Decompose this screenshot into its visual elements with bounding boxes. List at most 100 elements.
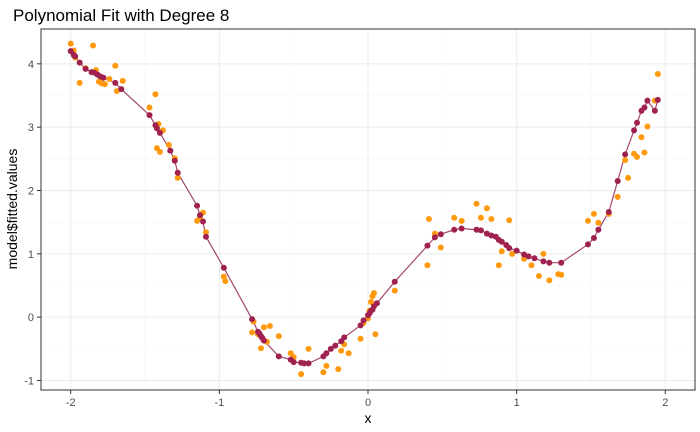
observed-point [424, 262, 431, 269]
fitted-point [112, 79, 119, 86]
fitted-point [360, 317, 367, 324]
fitted-point [631, 127, 638, 134]
fitted-point [473, 226, 480, 233]
fitted-point [451, 226, 458, 233]
observed-point [528, 262, 535, 269]
observed-point [590, 210, 597, 217]
fitted-point [341, 334, 348, 341]
observed-point [451, 214, 458, 221]
observed-point [345, 350, 352, 357]
x-tick-label: -2 [66, 397, 76, 409]
observed-point [437, 244, 444, 251]
fitted-point [513, 247, 520, 254]
observed-point [477, 214, 484, 221]
observed-point [165, 141, 172, 148]
fitted-point [301, 360, 308, 367]
fitted-point [72, 53, 79, 60]
fitted-point [82, 65, 89, 72]
fitted-point [118, 86, 125, 93]
fitted-point [174, 169, 181, 176]
observed-point [483, 205, 490, 212]
fitted-point [171, 157, 178, 164]
fitted-point [156, 129, 163, 136]
observed-point [546, 277, 553, 284]
observed-point [540, 250, 547, 257]
observed-point [76, 79, 83, 86]
x-tick-label: 0 [365, 397, 371, 409]
fitted-point [357, 322, 364, 329]
fitted-point [654, 96, 661, 103]
fitted-point [506, 245, 513, 252]
observed-point [257, 345, 264, 352]
observed-point [584, 217, 591, 224]
fitted-point [391, 278, 398, 285]
observed-point [506, 217, 513, 224]
fitted-point [100, 74, 107, 81]
fitted-point [202, 233, 209, 240]
observed-point [101, 81, 108, 88]
fitted-point [76, 59, 83, 66]
fitted-point [595, 226, 602, 233]
fitted-point [146, 112, 153, 119]
observed-point [473, 200, 480, 207]
observed-point [634, 153, 641, 160]
y-tick-label: 1 [28, 249, 34, 261]
observed-point [260, 324, 267, 331]
observed-point [90, 42, 97, 49]
observed-point [146, 104, 153, 111]
chart-title: Polynomial Fit with Degree 8 [13, 6, 229, 25]
observed-point [558, 271, 565, 278]
fitted-point [332, 342, 339, 349]
fitted-point [546, 259, 553, 266]
fitted-point [200, 218, 207, 225]
observed-point [498, 248, 505, 255]
observed-point [509, 250, 516, 257]
fitted-point [558, 259, 565, 266]
observed-point [174, 174, 181, 181]
observed-point [275, 333, 282, 340]
fitted-point [651, 107, 658, 114]
fitted-point [634, 119, 641, 126]
observed-point [521, 255, 528, 262]
fitted-point [373, 300, 380, 307]
fitted-point [197, 212, 204, 219]
observed-point [638, 134, 645, 141]
observed-point [222, 278, 229, 285]
fitted-point [531, 255, 538, 262]
fitted-point [194, 202, 201, 209]
observed-point [644, 123, 651, 130]
observed-point [425, 216, 432, 222]
fitted-point [260, 337, 267, 344]
observed-point [338, 347, 345, 354]
observed-point [370, 290, 377, 297]
y-tick-label: 4 [28, 59, 34, 71]
fitted-points [67, 48, 661, 367]
observed-point [535, 273, 542, 279]
fitted-point [622, 151, 629, 158]
observed-point [372, 331, 379, 338]
y-tick-label: -1 [24, 376, 34, 388]
fitted-point [458, 225, 465, 232]
observed-point [641, 149, 648, 156]
y-tick-label: 3 [28, 122, 34, 134]
observed-point [298, 371, 305, 378]
fitted-point [220, 264, 227, 271]
fitted-point [614, 178, 621, 184]
fitted-point [644, 97, 651, 104]
fitted-point [290, 359, 297, 366]
grid [41, 29, 695, 390]
observed-point [119, 77, 126, 84]
fitted-point [424, 242, 431, 249]
fitted-point [477, 227, 484, 234]
fitted-point [249, 316, 256, 323]
fitted-point [525, 253, 532, 260]
x-tick-label: -1 [214, 397, 224, 409]
observed-point [595, 219, 602, 226]
observed-point [495, 262, 502, 269]
fitted-point [153, 125, 160, 132]
observed-point [266, 323, 273, 330]
fitted-point [641, 104, 648, 111]
x-tick-label: 1 [514, 397, 520, 409]
fit-line-layer [70, 50, 659, 364]
